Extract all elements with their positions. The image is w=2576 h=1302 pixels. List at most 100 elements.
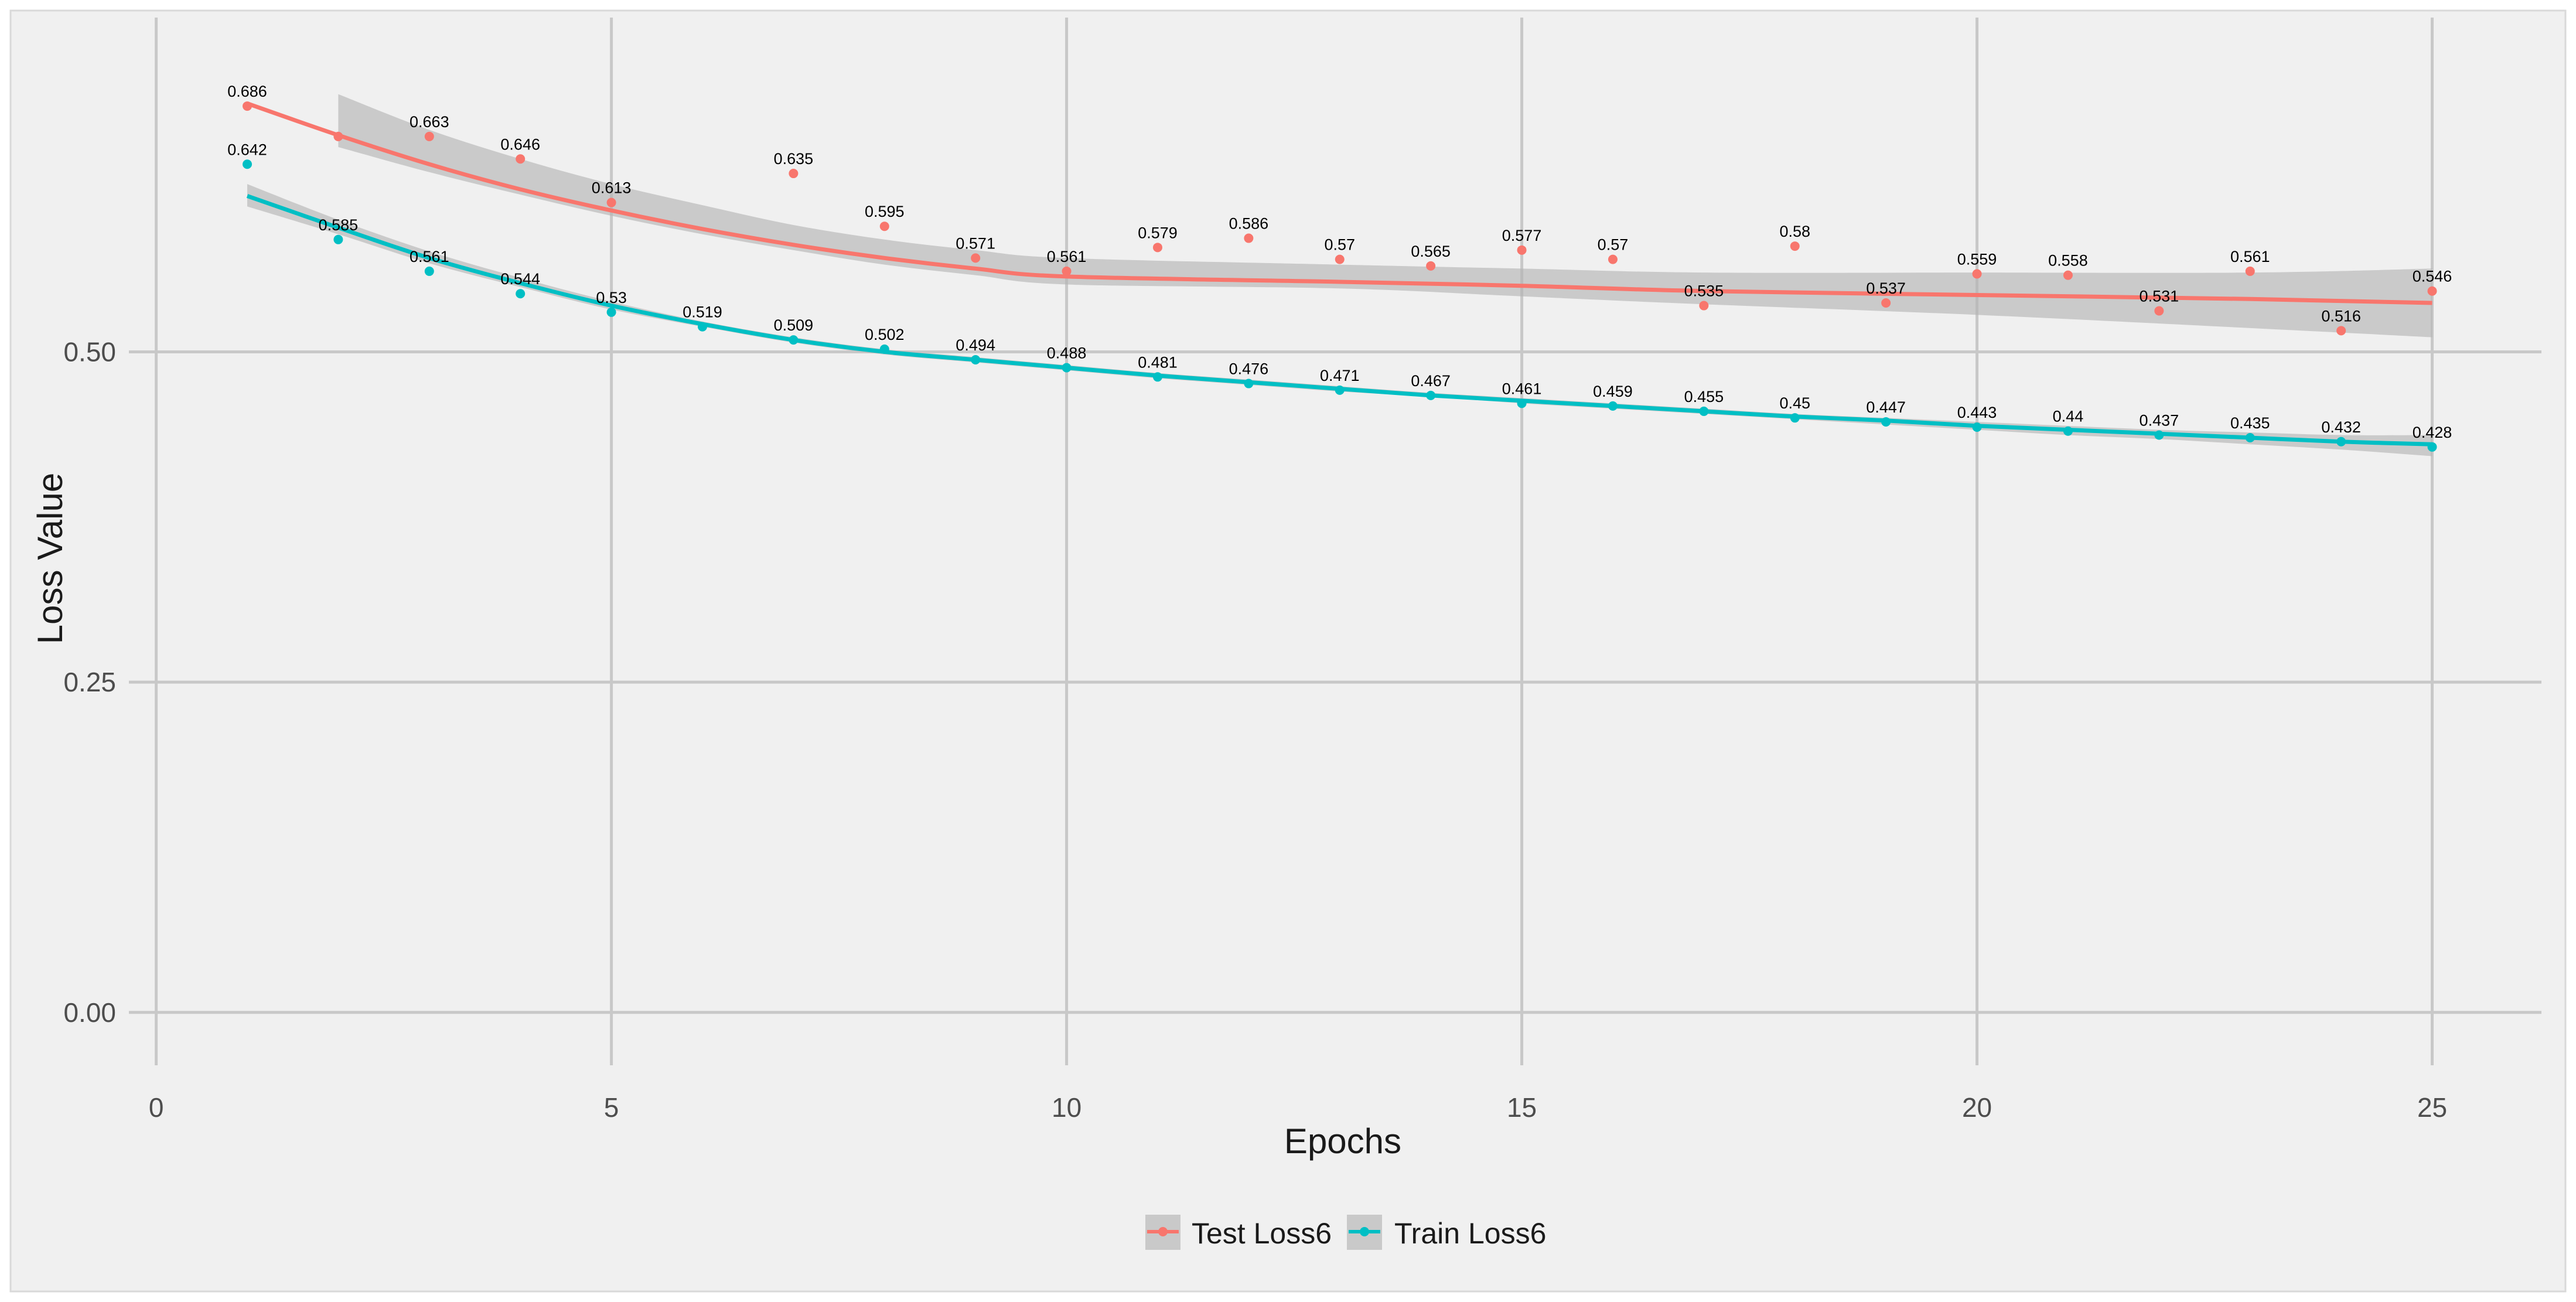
legend-dot-test (1158, 1227, 1168, 1236)
point-test (333, 131, 343, 141)
point-test (1790, 241, 1800, 251)
data-label-train: 0.44 (2053, 408, 2084, 425)
point-train (2245, 433, 2255, 443)
point-test (2154, 306, 2164, 316)
y-axis-ticks: 0.00 0.25 0.50 (63, 336, 116, 1027)
data-label-test: 0.646 (500, 135, 540, 153)
point-train (2336, 437, 2346, 447)
data-label-train: 0.494 (956, 336, 995, 354)
legend-item-test: Test Loss6 (1145, 1215, 1332, 1250)
data-label-train: 0.467 (1411, 372, 1451, 390)
point-test (516, 154, 526, 164)
data-label-train: 0.488 (1047, 345, 1087, 362)
y-tick-label: 0.25 (63, 667, 116, 697)
data-label-test: 0.577 (1502, 227, 1542, 244)
point-train (971, 355, 981, 364)
data-label-train: 0.544 (500, 270, 540, 288)
data-label-train: 0.471 (1320, 367, 1360, 384)
data-label-train: 0.447 (1866, 398, 1906, 416)
x-tick-label: 10 (1052, 1092, 1081, 1123)
data-label-test: 0.531 (2140, 288, 2179, 305)
point-train (789, 335, 799, 345)
point-train (424, 266, 434, 276)
point-test (2063, 270, 2073, 280)
point-train (1517, 398, 1527, 408)
point-test (243, 101, 253, 111)
data-label-test: 0.579 (1138, 224, 1178, 241)
point-train (606, 307, 616, 317)
point-train (1699, 406, 1709, 416)
data-label-test: 0.635 (774, 150, 814, 168)
x-tick-label: 5 (604, 1092, 619, 1123)
legend-label-test: Test Loss6 (1192, 1217, 1332, 1250)
point-test (1517, 245, 1527, 255)
legend-item-train: Train Loss6 (1347, 1215, 1546, 1250)
data-label-test: 0.57 (1598, 236, 1629, 254)
data-label-train: 0.443 (1957, 404, 1997, 421)
data-label-train: 0.476 (1229, 360, 1269, 378)
data-label-train: 0.502 (865, 326, 905, 343)
x-axis-title: Epochs (1284, 1122, 1401, 1161)
point-test (1972, 269, 1982, 279)
point-test (2336, 326, 2346, 336)
data-label-train: 0.519 (683, 304, 722, 321)
data-label-test: 0.558 (2048, 252, 2088, 270)
data-label-test: 0.537 (1866, 280, 1906, 297)
point-test (1244, 233, 1254, 243)
point-train (1881, 417, 1891, 427)
point-train (2427, 442, 2437, 452)
point-test (879, 221, 889, 231)
data-label-test: 0.595 (865, 203, 905, 220)
point-train (1426, 390, 1436, 400)
data-label-test: 0.686 (227, 83, 267, 100)
x-tick-label: 0 (149, 1092, 164, 1123)
x-axis-ticks: 0 5 10 15 20 25 (149, 1092, 2447, 1123)
data-label-train: 0.432 (2321, 418, 2361, 436)
confidence-band-test (338, 94, 2432, 338)
data-label-train: 0.585 (319, 216, 359, 234)
data-label-test: 0.565 (1411, 243, 1451, 260)
point-train (1244, 379, 1254, 388)
y-tick-label: 0.50 (63, 336, 116, 367)
data-label-test: 0.546 (2413, 268, 2452, 285)
point-test (1152, 243, 1162, 253)
point-train (333, 234, 343, 244)
data-label-test: 0.516 (2321, 307, 2361, 325)
y-axis-title: Loss Value (30, 473, 70, 644)
point-train (2154, 430, 2164, 440)
point-train (1608, 401, 1618, 411)
data-label-train: 0.428 (2413, 424, 2452, 441)
point-train (1062, 363, 1072, 373)
point-train (1335, 385, 1345, 395)
data-label-test: 0.559 (1957, 250, 1997, 268)
data-label-train: 0.459 (1593, 383, 1633, 400)
point-test (1426, 261, 1436, 271)
data-label-train: 0.435 (2230, 414, 2270, 432)
y-tick-label: 0.00 (63, 997, 116, 1028)
data-label-test: 0.561 (2230, 248, 2270, 265)
legend: Test Loss6 Train Loss6 (1145, 1215, 1546, 1250)
x-tick-label: 20 (1962, 1092, 1992, 1123)
point-test (789, 169, 799, 179)
data-label-train: 0.642 (227, 141, 267, 158)
data-label-test: 0.613 (592, 179, 632, 197)
point-test (1335, 254, 1345, 264)
data-label-train: 0.481 (1138, 353, 1178, 371)
point-train (1972, 422, 1982, 432)
legend-dot-train (1360, 1227, 1369, 1236)
point-train (516, 289, 526, 299)
data-labels: 0.686 0.663 0.646 0.613 0.635 0.595 0.571 0.561… (227, 83, 2452, 441)
data-label-test: 0.663 (410, 113, 449, 131)
data-label-train: 0.509 (774, 316, 814, 334)
data-label-train: 0.461 (1502, 380, 1542, 397)
point-train (1152, 372, 1162, 382)
data-label-test: 0.561 (1047, 248, 1087, 265)
point-test (1062, 266, 1072, 276)
data-label-train: 0.45 (1779, 394, 1810, 412)
point-train (879, 344, 889, 354)
legend-label-train: Train Loss6 (1394, 1217, 1546, 1250)
data-label-test: 0.535 (1684, 282, 1724, 300)
data-label-test: 0.57 (1324, 236, 1355, 254)
point-test (2245, 266, 2255, 276)
